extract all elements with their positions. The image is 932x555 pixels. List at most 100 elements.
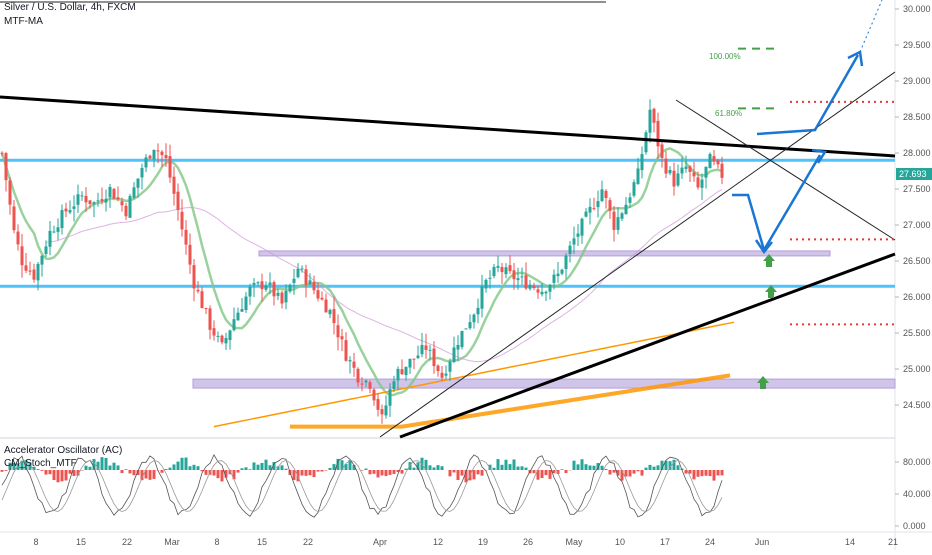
price-tick-label: 28.000 — [903, 148, 931, 158]
osc-bar — [717, 470, 720, 475]
candle-body — [181, 212, 184, 230]
osc-bar — [69, 470, 72, 474]
candle-body — [13, 206, 16, 230]
time-tick-label: Jun — [755, 537, 770, 547]
osc-bar — [493, 468, 496, 470]
osc-bar — [133, 470, 136, 475]
candle-body — [149, 156, 152, 159]
candle-body — [373, 390, 376, 401]
osc-bar — [1, 470, 4, 472]
candle-body — [613, 212, 616, 230]
candle-body — [293, 279, 296, 283]
candle-body — [57, 227, 60, 232]
candle-body — [593, 208, 596, 209]
candle-body — [157, 150, 160, 151]
candle-body — [453, 347, 456, 362]
candle-body — [705, 167, 708, 178]
candle-body — [433, 349, 436, 367]
candle-body — [689, 166, 692, 172]
candle-body — [89, 200, 92, 204]
osc-bar — [189, 466, 192, 470]
candle-body — [121, 201, 124, 205]
candle-body — [385, 405, 388, 415]
candle-body — [357, 369, 360, 383]
candle-body — [653, 109, 656, 123]
candle-body — [369, 382, 372, 389]
osc-tick-label: 0.000 — [903, 521, 926, 531]
candle-body — [601, 189, 604, 201]
candle-body — [221, 336, 224, 343]
candle-body — [241, 309, 244, 312]
candle-body — [289, 285, 292, 292]
candle-body — [201, 291, 204, 308]
candle-body — [697, 177, 700, 187]
candle-body — [553, 275, 556, 283]
osc-bar — [457, 470, 460, 480]
candle-body — [321, 298, 324, 300]
candle-body — [81, 195, 84, 196]
osc-bar — [113, 463, 116, 470]
stoch-legend[interactable]: CM_Stoch_MTF — [4, 458, 77, 470]
candle-body — [497, 266, 500, 268]
candle-body — [489, 278, 492, 279]
candle-body — [461, 331, 464, 347]
candle-body — [661, 144, 664, 157]
candle-body — [493, 267, 496, 276]
candle-body — [153, 150, 156, 159]
candle-body — [281, 293, 284, 304]
osc-bar — [641, 470, 644, 476]
candle-body — [317, 290, 320, 298]
candle-body — [477, 308, 480, 314]
candle-body — [265, 286, 268, 290]
osc-bar — [409, 462, 412, 470]
candle-body — [665, 159, 668, 174]
candle-body — [325, 300, 328, 313]
candle-body — [625, 205, 628, 215]
candle-body — [189, 245, 192, 265]
osc-bar — [573, 461, 576, 470]
osc-bar — [613, 470, 616, 473]
candle-body — [193, 265, 196, 288]
oscillator-legend[interactable]: Accelerator Oscillator (AC) — [4, 445, 122, 457]
candle-body — [573, 238, 576, 244]
osc-bar — [437, 465, 440, 470]
candle-body — [617, 217, 620, 230]
fib-level-618-label: 61.80% — [715, 109, 742, 118]
candle-body — [657, 121, 660, 146]
candle-body — [165, 155, 168, 158]
osc-bar — [373, 470, 376, 474]
osc-bar — [705, 470, 708, 476]
symbol-legend[interactable]: Silver / U.S. Dollar, 4h, FXCM — [4, 2, 136, 14]
candle-body — [21, 246, 24, 265]
candle-body — [229, 330, 232, 340]
time-tick-label: 14 — [845, 537, 855, 547]
osc-bar — [513, 459, 516, 470]
candle-body — [413, 359, 416, 360]
osc-bar — [241, 468, 244, 470]
candle-body — [549, 285, 552, 292]
osc-bar — [657, 465, 660, 470]
candle-body — [673, 171, 676, 187]
time-tick-label: 15 — [76, 537, 86, 547]
time-tick-label: 22 — [122, 537, 132, 547]
osc-bar — [509, 464, 512, 470]
candle-body — [41, 256, 44, 265]
osc-bar — [381, 470, 384, 475]
osc-bar — [153, 470, 156, 479]
candle-body — [205, 308, 208, 309]
candle-body — [249, 287, 252, 297]
price-tick-label: 29.500 — [903, 40, 931, 50]
osc-bar — [245, 467, 248, 470]
candle-body — [77, 194, 80, 205]
osc-bar — [413, 468, 416, 470]
candle-body — [473, 315, 476, 323]
candle-body — [701, 180, 704, 188]
osc-bar — [369, 470, 372, 474]
osc-bar — [505, 460, 508, 470]
candle-body — [129, 196, 132, 218]
indicator-legend[interactable]: MTF-MA — [4, 16, 43, 28]
osc-tick-label: 80.000 — [903, 457, 931, 467]
price-tick-label: 24.500 — [903, 400, 931, 410]
